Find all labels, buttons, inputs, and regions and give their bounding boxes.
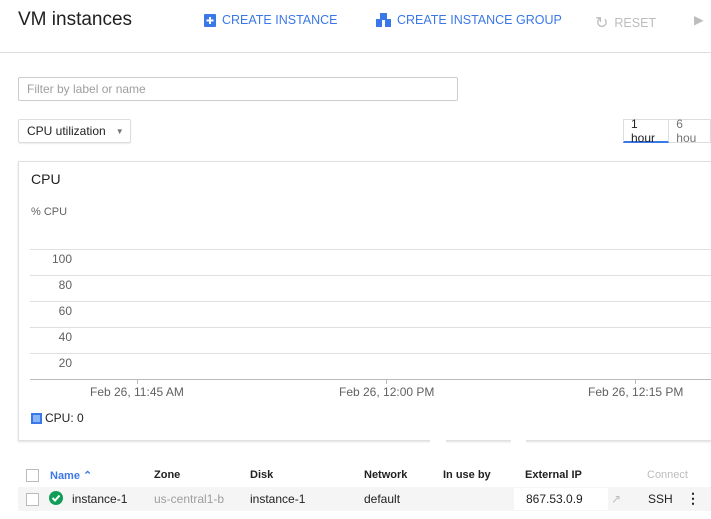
column-header-external-ip[interactable]: External IP (525, 469, 582, 481)
create-instance-button[interactable]: CREATE INSTANCE (204, 13, 338, 27)
start-button[interactable]: ▶ (694, 12, 704, 27)
instance-external-ip: 867.53.0.9 (526, 492, 583, 506)
x-tick-label: Feb 26, 11:45 AM (90, 385, 184, 399)
refresh-icon: ↻ (595, 15, 609, 32)
instance-name-link[interactable]: instance-1 (72, 492, 128, 506)
column-header-name[interactable]: Name ⌃ (50, 469, 92, 482)
metric-dropdown-value: CPU utilization (27, 124, 106, 138)
instance-group-icon (376, 13, 391, 27)
more-vert-icon[interactable]: ⋮ (686, 490, 700, 506)
y-tick-label: 20 (58, 356, 72, 370)
reset-button[interactable]: ↻ RESET (595, 13, 656, 33)
legend-swatch (31, 412, 42, 424)
cpu-chart (30, 249, 711, 384)
caret-down-icon: ▼ (115, 126, 124, 136)
column-header-zone[interactable]: Zone (154, 469, 181, 481)
create-instance-group-button[interactable]: CREATE INSTANCE GROUP (376, 13, 562, 27)
legend-label: CPU: 0 (45, 411, 84, 425)
column-header-disk[interactable]: Disk (250, 469, 274, 481)
chart-title: CPU (31, 171, 61, 187)
y-tick-label: 40 (58, 330, 72, 344)
filter-input[interactable] (18, 77, 458, 101)
column-header-in-use-by[interactable]: In use by (443, 469, 491, 481)
x-tick-label: Feb 26, 12:00 PM (339, 385, 435, 399)
cpu-chart-card (18, 161, 711, 441)
row-checkbox[interactable] (26, 493, 39, 506)
y-tick-label: 80 (58, 278, 72, 292)
y-tick-label: 100 (51, 252, 72, 266)
instance-zone: us-central1-b (154, 492, 225, 506)
y-axis-label: % CPU (31, 206, 68, 218)
time-range-selector: 1 hour 6 hou (623, 117, 711, 145)
y-tick-label: 60 (58, 304, 72, 318)
page-title: VM instances (18, 9, 133, 30)
create-instance-label: CREATE INSTANCE (222, 13, 338, 27)
ssh-button[interactable]: SSH (648, 492, 673, 506)
instance-network[interactable]: default (364, 492, 401, 506)
x-tick-label: Feb 26, 12:15 PM (588, 385, 684, 399)
add-box-icon (204, 13, 216, 27)
reset-label: RESET (614, 16, 657, 30)
column-header-network[interactable]: Network (364, 469, 408, 481)
sort-asc-icon: ⌃ (83, 470, 93, 482)
select-all-checkbox[interactable] (26, 469, 39, 482)
status-ok-icon (49, 491, 63, 505)
open-external-icon[interactable]: ↗ (611, 492, 622, 506)
column-name-label: Name (50, 470, 80, 482)
metric-dropdown[interactable]: CPU utilization ▼ (18, 119, 131, 143)
chart-legend: CPU: 0 (31, 411, 84, 425)
column-header-connect: Connect (647, 469, 688, 481)
create-instance-group-label: CREATE INSTANCE GROUP (397, 13, 562, 27)
time-range-1-hour[interactable]: 1 hour (623, 117, 670, 145)
play-icon: ▶ (694, 13, 704, 27)
header-divider (0, 52, 711, 53)
instance-disk[interactable]: instance-1 (250, 492, 306, 506)
